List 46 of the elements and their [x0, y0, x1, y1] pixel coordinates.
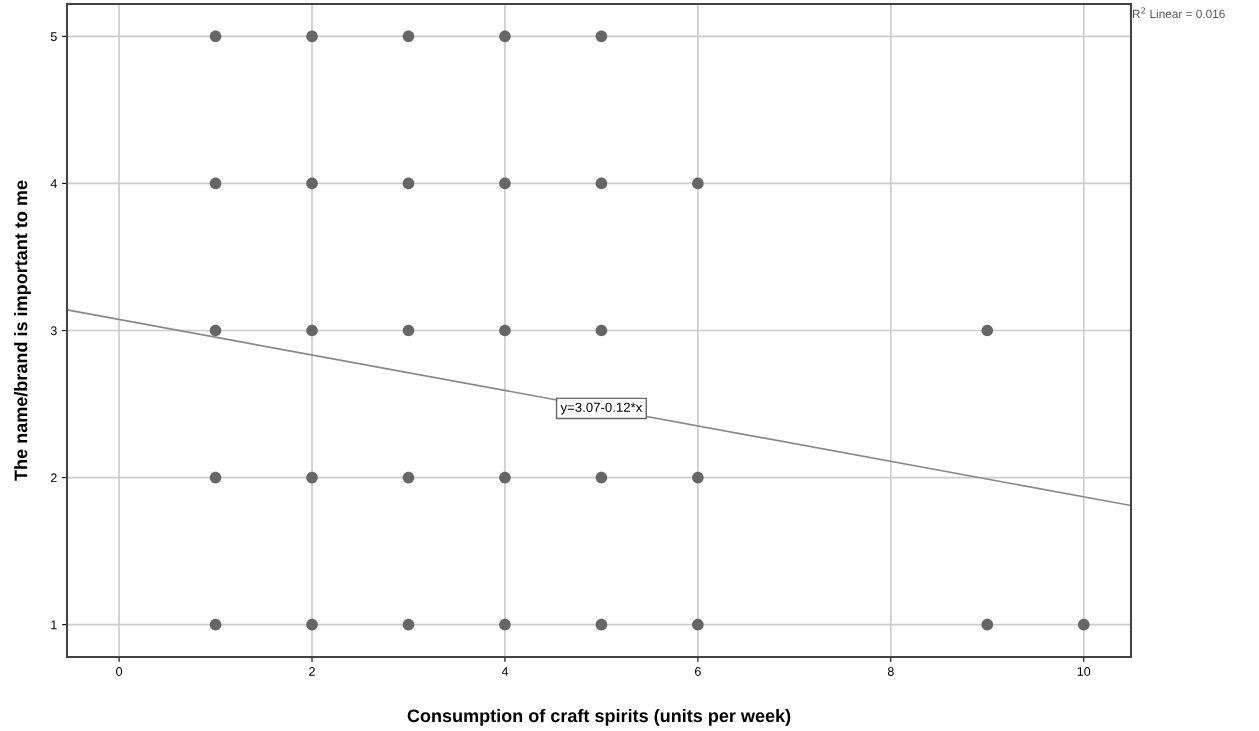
point: [209, 30, 222, 43]
y-tick-label: 2: [50, 473, 57, 483]
point: [981, 324, 994, 337]
point: [499, 471, 511, 484]
point: [595, 30, 608, 43]
x-tick-label: 6: [695, 667, 701, 676]
x-tick-label: 8: [887, 667, 894, 676]
point: [306, 324, 318, 337]
point: [209, 618, 222, 631]
point: [499, 30, 511, 43]
text: R$^{2}$ Linear = 0.016: [1132, 7, 1225, 19]
point: [209, 471, 222, 484]
point: [595, 471, 608, 484]
x-tick-label: 4: [501, 667, 509, 676]
point: [402, 618, 415, 631]
x-tick-label: 0: [116, 667, 123, 676]
point: [306, 177, 318, 190]
point: [1077, 618, 1090, 631]
point: [981, 618, 994, 631]
y-tick-label: 4: [50, 179, 57, 188]
point: [402, 324, 415, 337]
y-axis-title: The name/brand is important to me: [14, 180, 31, 481]
x-axis-title: Consumption of craft spirits (units per week): [407, 708, 791, 726]
point: [209, 177, 222, 190]
y-tick-label: 1: [51, 620, 57, 630]
point: [595, 177, 608, 190]
point: [692, 618, 704, 631]
y-tick-label: 3: [50, 326, 57, 336]
point: [402, 30, 415, 43]
point: [692, 471, 704, 484]
point: [306, 618, 318, 631]
point: [209, 324, 222, 337]
point: [499, 618, 511, 631]
point: [692, 177, 704, 190]
annotation: y=3.07-0.12*x: [560, 402, 643, 415]
point: [595, 324, 608, 337]
x-tick-label: 10: [1077, 667, 1091, 676]
x-tick-label: 2: [309, 667, 315, 676]
point: [402, 177, 415, 190]
point: [306, 471, 318, 484]
point: [402, 471, 415, 484]
point: [499, 324, 511, 337]
point: [499, 177, 511, 190]
point: [306, 30, 318, 43]
y-tick-label: 5: [50, 32, 57, 42]
point: [595, 618, 608, 631]
